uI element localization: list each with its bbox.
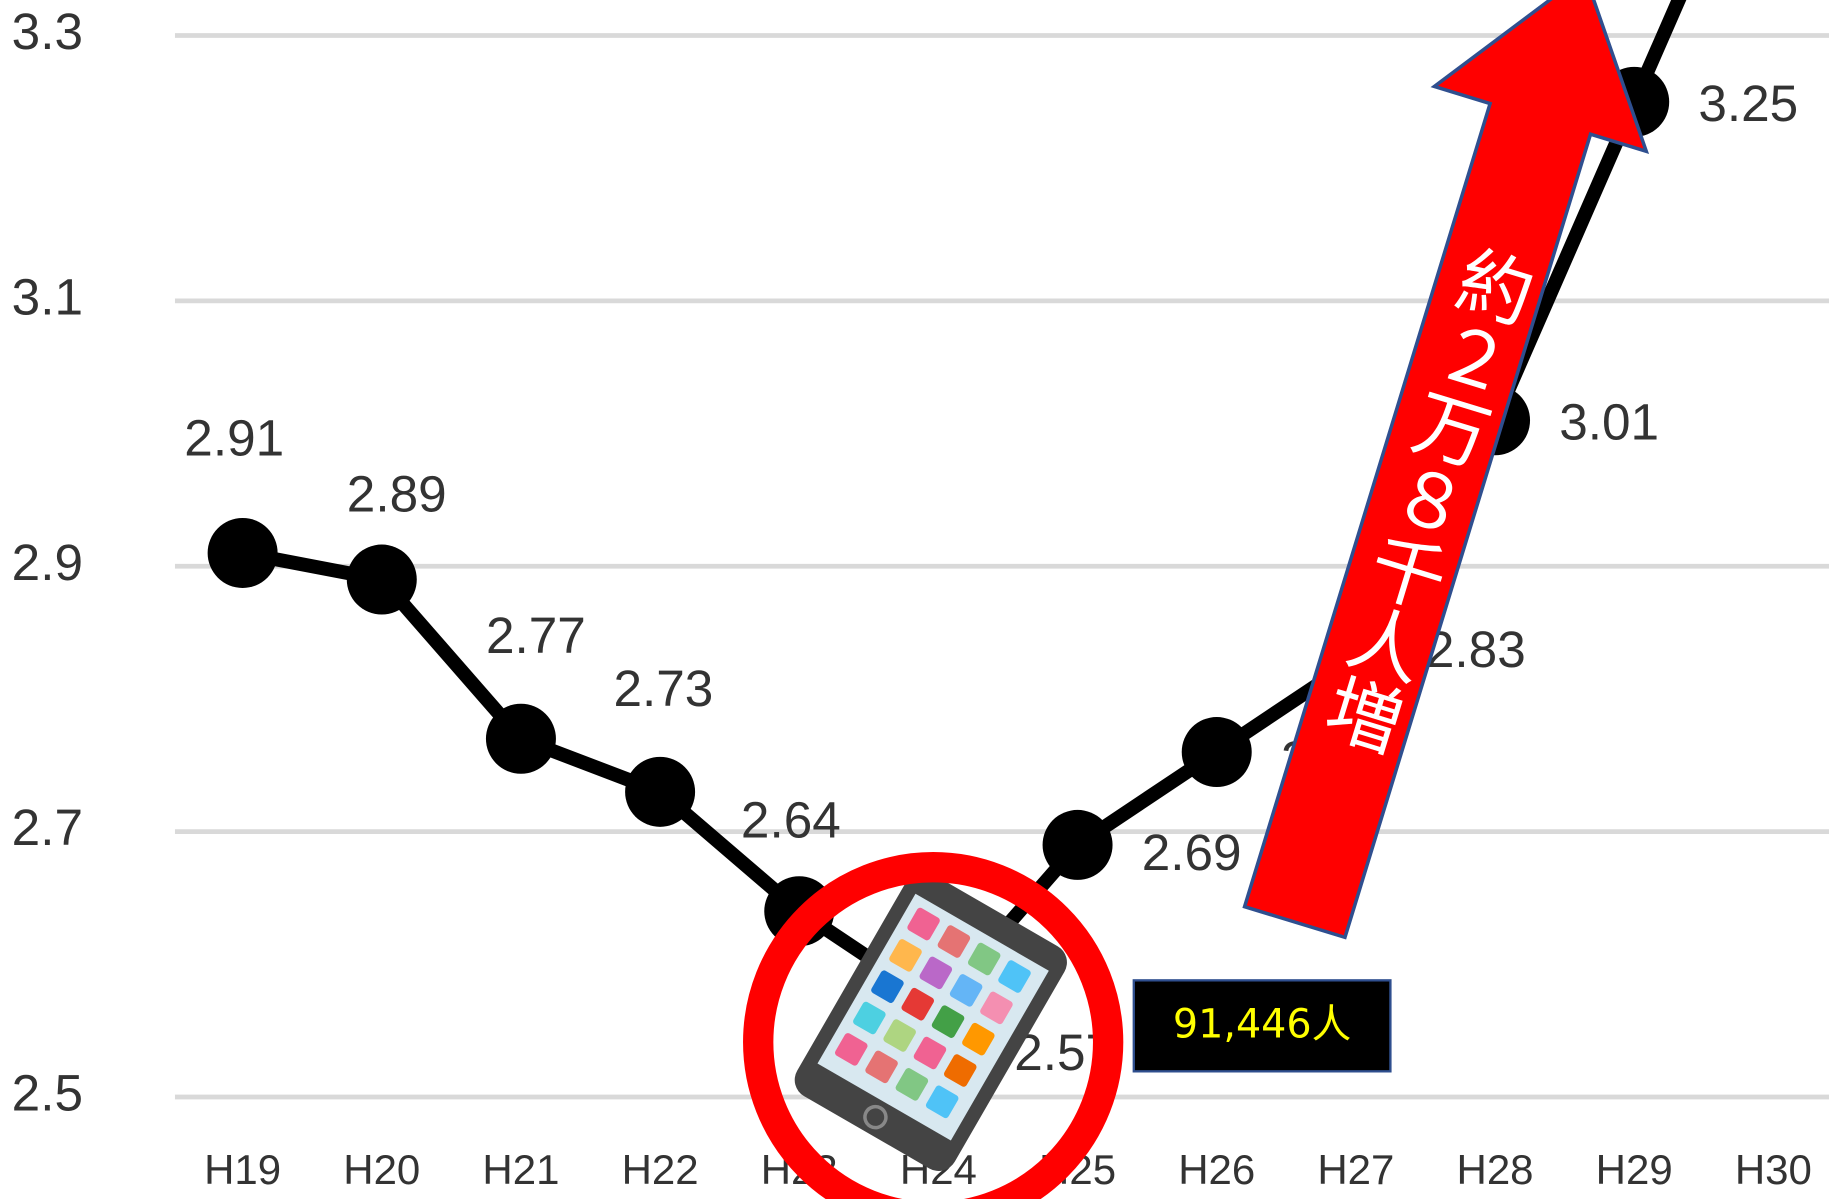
y-tick-label: 2.5 — [12, 1065, 83, 1122]
x-tick-label: H20 — [343, 1146, 420, 1193]
point — [625, 757, 695, 827]
x-tick-label: H19 — [204, 1146, 281, 1193]
y-tick-label: 3.1 — [12, 268, 83, 325]
y-tick-label: 3.3 — [12, 3, 83, 60]
x-tick-label: H27 — [1317, 1146, 1394, 1193]
y-tick-label: 2.9 — [12, 534, 83, 591]
data-label: 3.25 — [1698, 75, 1798, 132]
data-label: 2.73 — [613, 660, 713, 717]
data-label: 2.64 — [741, 791, 841, 848]
data-label: 2.69 — [1142, 824, 1242, 881]
data-label: 2.77 — [486, 607, 586, 664]
point — [347, 545, 417, 615]
x-tick-label: H30 — [1735, 1146, 1812, 1193]
point — [208, 518, 278, 588]
data-label: 2.91 — [184, 410, 284, 467]
x-tick-label: H21 — [482, 1146, 559, 1193]
callout-text: 91,446人 — [1173, 1002, 1351, 1048]
point — [1043, 810, 1113, 880]
x-tick-label: H29 — [1596, 1146, 1673, 1193]
arrow: 約２万８千人増 — [1189, 0, 1691, 954]
point — [1182, 717, 1252, 787]
point — [486, 704, 556, 774]
x-tick-label: H22 — [622, 1146, 699, 1193]
x-tick-label: H28 — [1457, 1146, 1534, 1193]
chart: 2.52.72.93.13.3H19H20H21H22H23H24H25H26H… — [0, 0, 1829, 1199]
data-label: 2.89 — [347, 465, 447, 522]
y-tick-label: 2.7 — [12, 799, 83, 856]
x-tick-label: H26 — [1178, 1146, 1255, 1193]
data-label: 3.01 — [1559, 394, 1659, 451]
